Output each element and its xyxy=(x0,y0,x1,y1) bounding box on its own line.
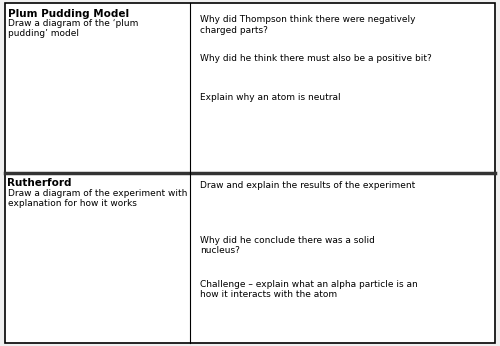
Text: Draw a diagram of the experiment with
explanation for how it works: Draw a diagram of the experiment with ex… xyxy=(8,189,187,208)
Text: Explain why an atom is neutral: Explain why an atom is neutral xyxy=(200,93,340,102)
Text: Draw a diagram of the ‘plum
pudding’ model: Draw a diagram of the ‘plum pudding’ mod… xyxy=(8,19,138,38)
Text: Why did he conclude there was a solid
nucleus?: Why did he conclude there was a solid nu… xyxy=(200,236,375,255)
Text: Draw and explain the results of the experiment: Draw and explain the results of the expe… xyxy=(200,181,415,191)
FancyBboxPatch shape xyxy=(5,3,495,343)
Text: Why did Thompson think there were negatively
charged parts?: Why did Thompson think there were negati… xyxy=(200,15,416,35)
Text: Plum Pudding Model: Plum Pudding Model xyxy=(8,9,128,19)
Text: Why did he think there must also be a positive bit?: Why did he think there must also be a po… xyxy=(200,54,432,63)
Text: Challenge – explain what an alpha particle is an
how it interacts with the atom: Challenge – explain what an alpha partic… xyxy=(200,280,418,299)
Text: Rutherford: Rutherford xyxy=(8,178,72,188)
